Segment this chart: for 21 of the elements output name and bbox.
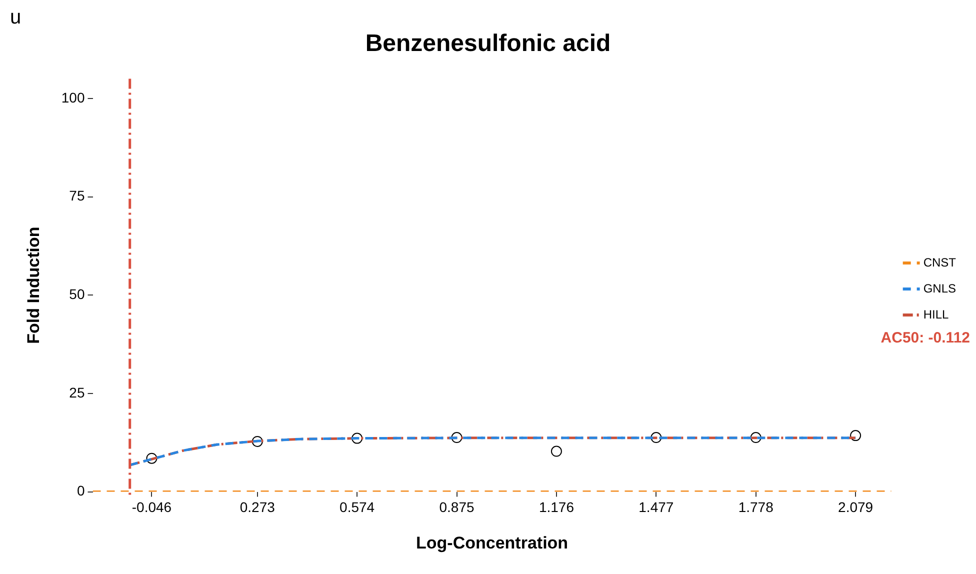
- y-tick-label: 100: [61, 89, 85, 106]
- y-tick-label: 50: [69, 286, 85, 302]
- x-tick-label: 1.477: [638, 499, 674, 516]
- x-tick-label: 1.176: [538, 499, 574, 516]
- x-tick-label: 0.574: [340, 499, 375, 516]
- text: u: [10, 6, 22, 29]
- y-axis-title: Fold Induction: [24, 226, 43, 344]
- x-tick-label: 2.079: [838, 499, 874, 516]
- y-tick-label: 75: [69, 188, 85, 204]
- ref-line-label: AC50: -0.112: [880, 330, 970, 347]
- chart-title: Benzenesulfonic acid: [365, 30, 611, 58]
- x-tick-label: 0.875: [439, 499, 474, 516]
- x-tick-label: 0.273: [240, 499, 276, 516]
- legend-label: GNLS: [923, 281, 956, 296]
- legend-label: HILL: [923, 307, 949, 322]
- y-tick-label: 0: [76, 482, 85, 499]
- x-tick-label: -0.046: [132, 499, 172, 516]
- x-tick-label: 1.778: [738, 499, 774, 516]
- legend-label: CNST: [923, 255, 957, 270]
- y-tick-label: 25: [69, 384, 85, 400]
- x-axis-title: Log-Concentration: [416, 533, 568, 552]
